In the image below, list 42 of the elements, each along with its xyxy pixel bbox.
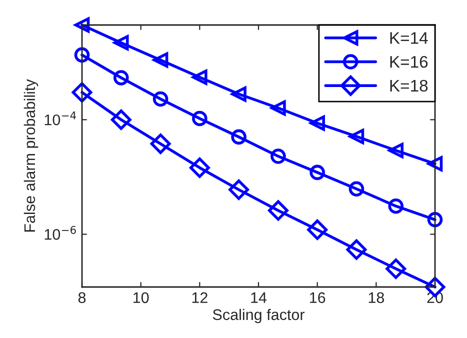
point (307, 219, 328, 240)
point (228, 179, 250, 200)
y-axis-title: False alarm probability (24, 79, 38, 232)
point (189, 158, 210, 178)
point (388, 142, 404, 158)
x-axis-title: Scaling factor (212, 308, 305, 324)
point (310, 116, 325, 131)
point (192, 110, 208, 126)
point (110, 109, 132, 130)
point (427, 212, 443, 228)
x-tick-label: 14 (251, 292, 267, 303)
point (348, 181, 364, 197)
point (152, 91, 168, 107)
point (231, 86, 246, 102)
legend-label: K=14 (390, 32, 428, 44)
legend-label: K=18 (390, 80, 428, 92)
point (346, 239, 367, 260)
point (113, 35, 129, 50)
point (386, 258, 406, 279)
x-tick-label: 12 (192, 292, 208, 303)
point (348, 128, 364, 144)
y-tick-label: 10$^{−6}$ (44, 226, 76, 240)
point (150, 134, 171, 154)
x-tick-label: 8 (78, 292, 86, 304)
point (192, 70, 208, 85)
point (270, 100, 286, 116)
x-tick-label: 18 (368, 292, 384, 304)
point (310, 164, 325, 180)
point (74, 47, 90, 63)
point (268, 200, 288, 221)
point (270, 148, 286, 164)
x-tick-label: 16 (310, 292, 326, 304)
point (74, 17, 90, 33)
point (427, 156, 443, 172)
point (231, 129, 246, 145)
x-tick-label: 10 (134, 292, 149, 304)
point (388, 198, 404, 214)
legend-label: K=16 (390, 56, 428, 68)
point (152, 52, 168, 68)
y-tick-label: 10$^{−4}$ (44, 111, 76, 126)
point (113, 70, 129, 86)
point (72, 82, 92, 103)
